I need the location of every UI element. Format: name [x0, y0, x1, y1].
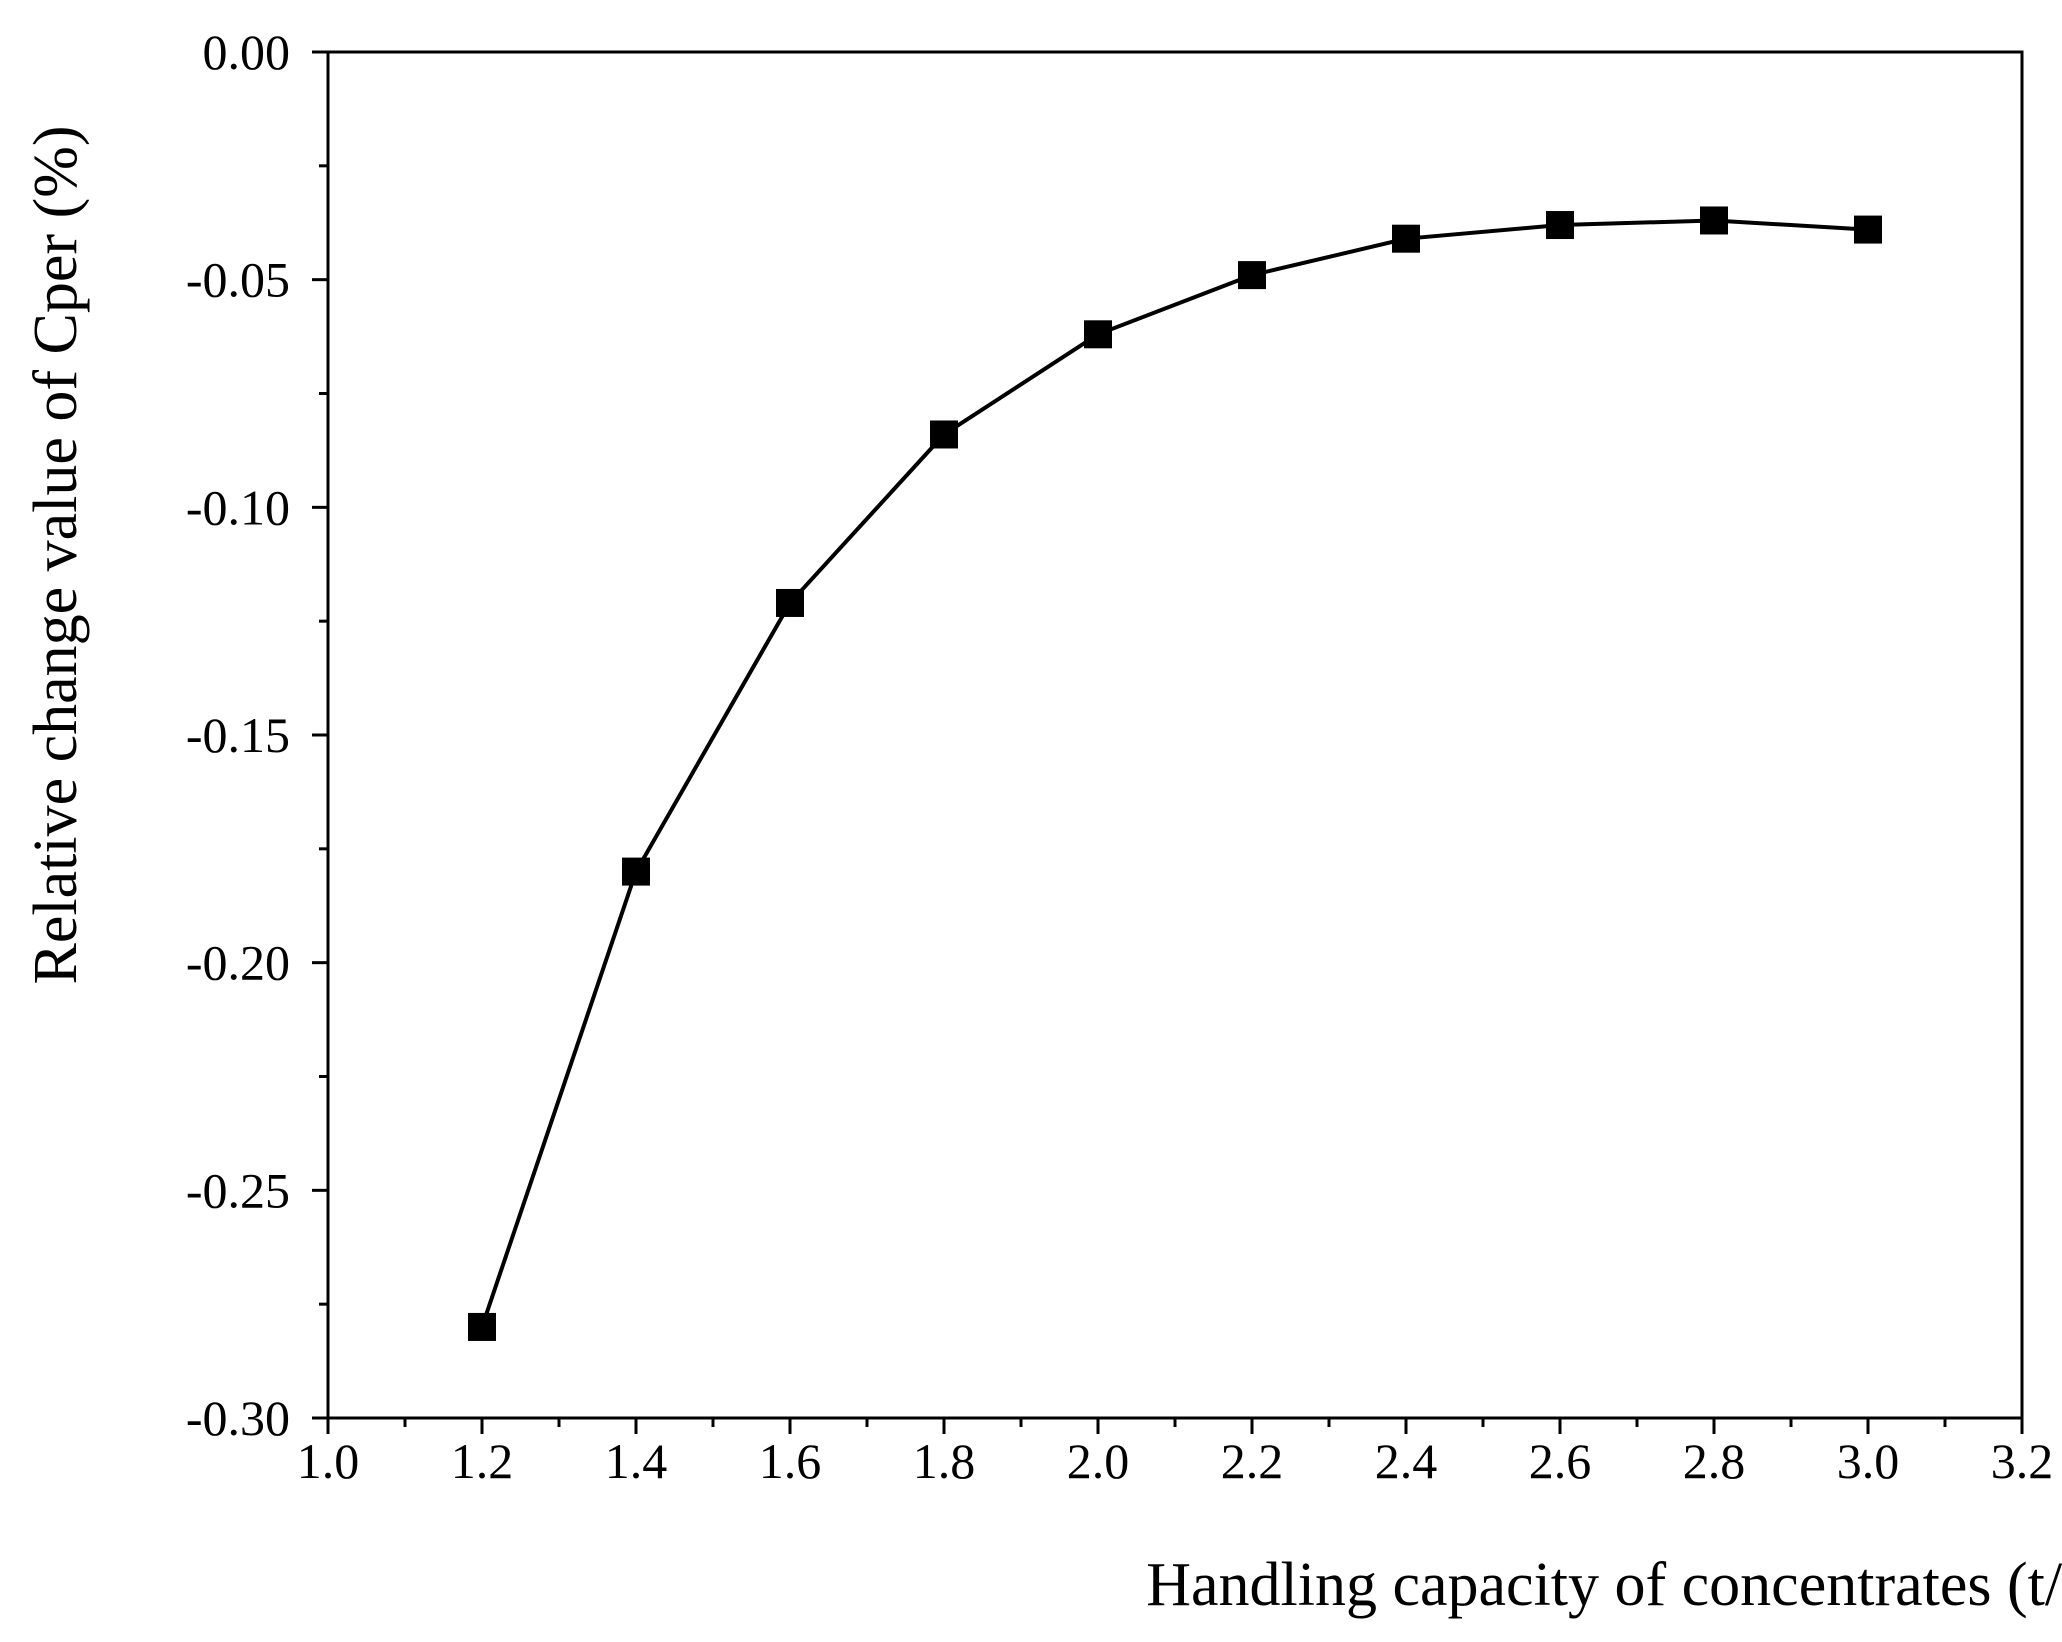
- x-tick-label: 2.6: [1529, 1433, 1592, 1489]
- series-layer: [468, 206, 1882, 1341]
- y-axis-title: Relative change value of Cper (%): [22, 125, 90, 984]
- x-tick-label: 2.2: [1221, 1433, 1284, 1489]
- data-point-marker: [1238, 261, 1266, 290]
- x-tick-label: 3.2: [1991, 1433, 2054, 1489]
- y-tick-label: -0.30: [186, 1390, 290, 1446]
- x-tick-label: 1.4: [605, 1433, 668, 1489]
- data-point-marker: [776, 588, 804, 617]
- data-point-marker: [1392, 224, 1420, 253]
- x-axis-ticks: 1.0 1.2 1.4 1.6 1.8 2.0 2.2 2.4 2.6 2.8 3.0 3.2: [297, 1418, 2054, 1489]
- series-line: [480, 218, 1869, 1328]
- data-point-marker: [1854, 215, 1882, 244]
- x-axis-title: Handling capacity of concentrates (t/h): [1146, 1551, 2062, 1619]
- data-point-marker: [468, 1312, 496, 1341]
- y-tick-label: -0.05: [186, 252, 290, 308]
- plot-frame: [326, 50, 2024, 1420]
- y-tick-label: -0.15: [186, 707, 290, 763]
- data-point-marker: [1700, 206, 1728, 235]
- data-point-marker: [1084, 320, 1112, 349]
- x-tick-label: 2.4: [1375, 1433, 1438, 1489]
- y-tick-label: -0.20: [186, 935, 290, 991]
- y-tick-label: -0.10: [186, 479, 290, 535]
- y-axis-ticks: 0.00 -0.05 -0.10 -0.15 -0.20 -0.25 -0.30: [186, 24, 328, 1446]
- data-point-marker: [622, 857, 650, 886]
- x-tick-label: 1.8: [913, 1433, 976, 1489]
- y-tick-label: 0.00: [203, 24, 291, 80]
- x-tick-label: 1.6: [759, 1433, 822, 1489]
- x-tick-label: 1.0: [297, 1433, 360, 1489]
- y-tick-label: -0.25: [186, 1162, 290, 1218]
- data-point-marker: [1546, 211, 1574, 240]
- x-tick-label: 3.0: [1837, 1433, 1900, 1489]
- x-tick-label: 2.8: [1683, 1433, 1746, 1489]
- data-point-marker: [930, 420, 958, 449]
- x-tick-label: 1.2: [451, 1433, 514, 1489]
- x-tick-label: 2.0: [1067, 1433, 1130, 1489]
